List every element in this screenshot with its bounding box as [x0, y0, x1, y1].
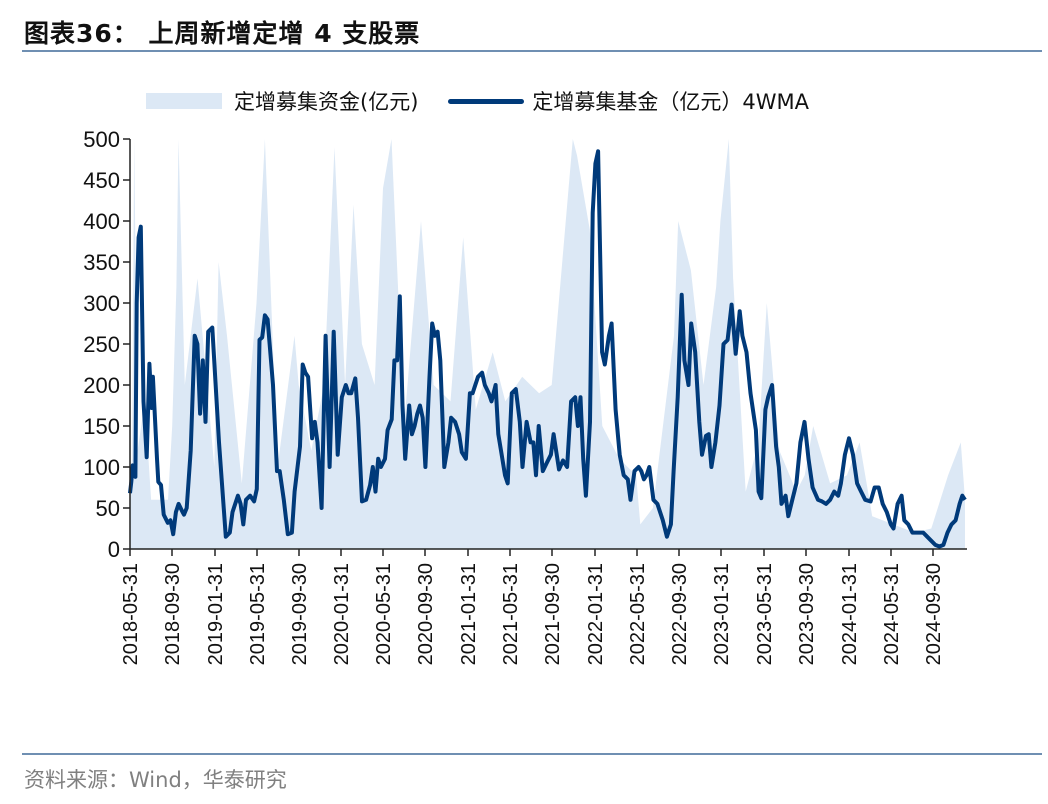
source-note: 资料来源：Wind，华泰研究: [24, 768, 287, 792]
y-tick-label: 300: [83, 291, 120, 316]
y-tick-label: 450: [83, 168, 120, 193]
x-tick-label: 2020-01-31: [331, 563, 353, 665]
y-tick-label: 50: [96, 496, 120, 521]
x-tick-label: 2018-05-31: [120, 563, 142, 665]
x-tick-label: 2022-01-31: [585, 563, 607, 665]
y-tick-label: 350: [83, 250, 120, 275]
x-tick-label: 2019-05-31: [247, 563, 269, 665]
chart-title: 图表36： 上周新增定增 4 支股票: [24, 19, 421, 48]
title-divider: [22, 50, 1042, 52]
y-tick-label: 250: [83, 332, 120, 357]
footer-divider: [22, 753, 1042, 755]
x-tick-label: 2024-05-31: [881, 563, 903, 665]
x-tick-label: 2023-09-30: [796, 563, 818, 665]
legend-line-swatch-icon: [448, 98, 525, 104]
y-tick-label: 200: [83, 373, 120, 398]
y-tick-label: 400: [83, 209, 120, 234]
x-tick-label: 2023-01-31: [711, 563, 733, 665]
legend-line-label: 定增募集基金（亿元）4WMA: [532, 90, 809, 114]
x-tick-label: 2018-09-30: [162, 563, 184, 665]
x-tick-label: 2020-09-30: [415, 563, 437, 665]
x-tick-label: 2021-05-31: [500, 563, 522, 665]
legend-area-swatch-icon: [146, 93, 222, 109]
y-tick-label: 150: [83, 414, 120, 439]
x-tick-label: 2022-09-30: [669, 563, 691, 665]
x-tick-label: 2024-09-30: [923, 563, 945, 665]
x-tick-label: 2019-01-31: [205, 563, 227, 665]
x-tick-label: 2023-05-31: [754, 563, 776, 665]
legend-area-label: 定增募集资金(亿元): [234, 90, 419, 114]
axes: 0 50 100 150 200 250 300 350 400 450 500 2018-05-31…: [83, 127, 967, 665]
chart-legend: 定增募集资金(亿元) 定增募集基金（亿元）4WMA: [146, 86, 809, 116]
x-tick-label: 2020-05-31: [373, 563, 395, 665]
x-tick-label: 2022-05-31: [627, 563, 649, 665]
x-tick-label: 2019-09-30: [289, 563, 311, 665]
y-tick-label: 0: [108, 537, 120, 562]
line-series: [128, 149, 967, 549]
x-tick-label: 2021-01-31: [458, 563, 480, 665]
wma-line: [128, 149, 967, 549]
y-tick-label: 100: [83, 455, 120, 480]
x-tick-label: 2024-01-31: [839, 563, 861, 665]
y-tick-label: 500: [83, 127, 120, 152]
x-tick-label: 2021-09-30: [542, 563, 564, 665]
